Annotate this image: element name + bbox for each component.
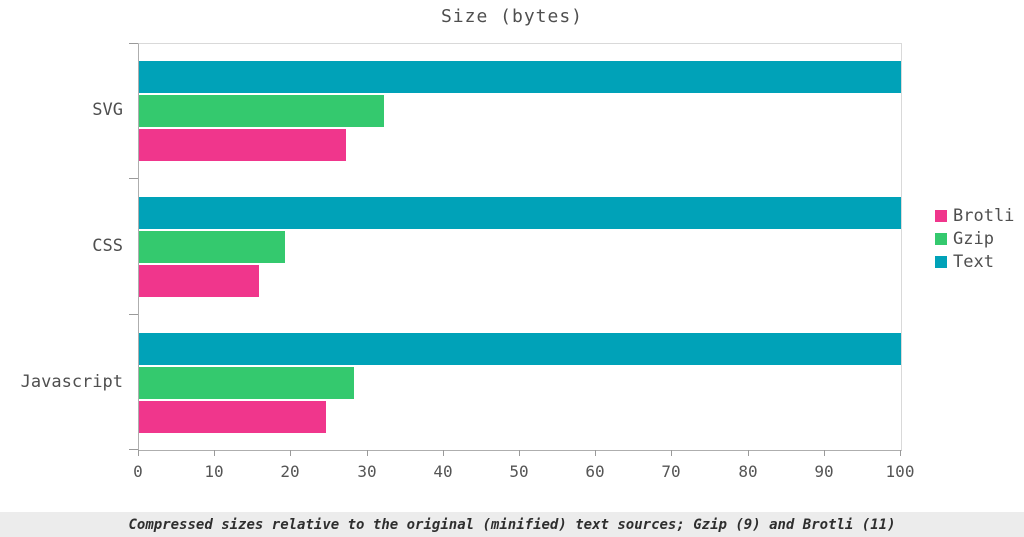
x-axis-tick (138, 450, 139, 456)
x-axis-tick-label: 0 (133, 462, 143, 481)
legend-label: Gzip (953, 228, 994, 249)
chart-title: Size (bytes) (440, 6, 584, 27)
legend-swatch-icon (935, 232, 947, 245)
x-axis-tick (519, 450, 520, 456)
legend: Brotli Gzip Text (935, 204, 1014, 273)
x-axis-tick (671, 450, 672, 456)
legend-item-gzip: Gzip (935, 227, 1014, 250)
x-axis-tick (443, 450, 444, 456)
bar-css-gzip (139, 231, 285, 263)
x-axis-tick (367, 450, 368, 456)
x-axis-tick-label: 20 (280, 462, 300, 481)
bar-css-brotli (139, 265, 259, 297)
x-axis-tick (290, 450, 291, 456)
x-axis-tick (900, 450, 901, 456)
y-axis-tick (129, 314, 138, 315)
x-axis-tick-label: 60 (585, 462, 605, 481)
x-axis-tick (824, 450, 825, 456)
bar-svg-gzip (139, 95, 384, 127)
x-axis-tick-label: 10 (204, 462, 224, 481)
figure-caption: Compressed sizes relative to the origina… (0, 512, 1024, 537)
bar-svg-text (139, 61, 901, 93)
bar-css-text (139, 197, 901, 229)
legend-item-text: Text (935, 250, 1014, 273)
x-axis-tick (214, 450, 215, 456)
bar-javascript-brotli (139, 401, 326, 433)
bar-javascript-text (139, 333, 901, 365)
x-axis-tick-label: 50 (509, 462, 529, 481)
x-axis-tick (595, 450, 596, 456)
y-axis-tick (129, 178, 138, 179)
x-axis-tick-label: 30 (357, 462, 377, 481)
y-axis-tick (129, 43, 138, 44)
x-axis-tick-label: 100 (885, 462, 915, 481)
bar-javascript-gzip (139, 367, 354, 399)
legend-label: Text (953, 251, 994, 272)
x-axis-tick-label: 80 (738, 462, 758, 481)
x-axis-tick (748, 450, 749, 456)
x-axis-tick-label: 90 (814, 462, 834, 481)
y-axis-tick (129, 449, 138, 450)
category-label-svg: SVG (92, 100, 123, 120)
legend-item-brotli: Brotli (935, 204, 1014, 227)
legend-label: Brotli (953, 205, 1015, 226)
x-axis-tick-label: 70 (661, 462, 681, 481)
x-axis-tick-label: 40 (433, 462, 453, 481)
category-label-css: CSS (92, 236, 123, 256)
bar-svg-brotli (139, 129, 346, 161)
legend-swatch-icon (935, 255, 947, 268)
plot-area (138, 43, 902, 451)
category-label-javascript: Javascript (20, 372, 123, 392)
legend-swatch-icon (935, 209, 947, 222)
